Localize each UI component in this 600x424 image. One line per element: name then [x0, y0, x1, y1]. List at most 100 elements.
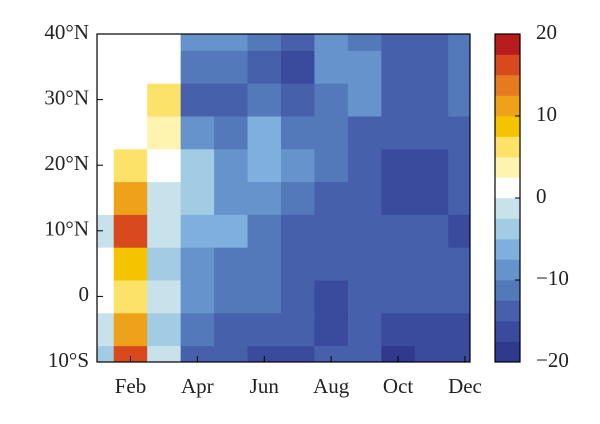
- contour-cell: [414, 280, 449, 314]
- contour-cell: [414, 34, 449, 51]
- contour-cell: [147, 214, 182, 248]
- contour-cell: [97, 312, 115, 347]
- contour-cell: [147, 116, 182, 150]
- contour-cell: [247, 181, 282, 215]
- contour-cell: [448, 280, 470, 314]
- contour-cell: [414, 312, 449, 347]
- x-tick-label: Dec: [448, 374, 482, 398]
- contour-cell: [314, 312, 349, 347]
- contour-field: [97, 34, 470, 362]
- colorbar-band: [495, 136, 520, 158]
- contour-cell: [381, 345, 416, 362]
- contour-cell: [247, 50, 282, 84]
- contour-cell: [147, 181, 182, 215]
- contour-cell: [147, 247, 182, 281]
- contour-cell: [448, 181, 470, 215]
- contour-cell: [414, 116, 449, 150]
- colorbar-band: [495, 218, 520, 240]
- contour-cell: [147, 148, 182, 183]
- contour-cell: [414, 50, 449, 84]
- contour-cell: [97, 34, 115, 51]
- contour-cell: [214, 247, 249, 281]
- y-tick-label: 10°S: [48, 348, 89, 372]
- contour-cell: [147, 34, 182, 51]
- contour-cell: [280, 116, 315, 150]
- contour-cell: [314, 247, 349, 281]
- contour-cell: [381, 312, 416, 347]
- x-tick-label: Apr: [181, 374, 214, 398]
- x-tick-label: Aug: [313, 374, 350, 398]
- contour-cell: [280, 345, 315, 362]
- contour-cell: [180, 214, 215, 248]
- y-tick-label: 0: [79, 282, 90, 306]
- contour-cell: [347, 34, 382, 51]
- contour-cell: [97, 280, 115, 314]
- colorbar-band: [495, 95, 520, 117]
- contour-cell: [448, 34, 470, 51]
- contour-cell: [214, 34, 249, 51]
- contour-cell: [214, 280, 249, 314]
- contour-cell: [280, 83, 315, 117]
- contour-cell: [180, 280, 215, 314]
- contour-cell: [180, 148, 215, 183]
- contour-cell: [414, 181, 449, 215]
- contour-cell: [280, 50, 315, 84]
- contour-cell: [414, 83, 449, 117]
- contour-cell: [147, 280, 182, 314]
- contour-cell: [314, 83, 349, 117]
- contour-cell: [147, 312, 182, 347]
- contour-cell: [347, 181, 382, 215]
- contour-cell: [347, 83, 382, 117]
- contour-cell: [347, 116, 382, 150]
- contour-cell: [180, 116, 215, 150]
- contour-cell: [113, 181, 148, 215]
- x-tick-label: Feb: [115, 374, 147, 398]
- contour-cell: [214, 214, 249, 248]
- contour-cell: [280, 312, 315, 347]
- contour-cell: [247, 83, 282, 117]
- contour-cell: [97, 345, 115, 362]
- contour-cell: [347, 280, 382, 314]
- contour-cell: [381, 83, 416, 117]
- plot-frame: [96, 33, 471, 363]
- colorbar-band: [495, 54, 520, 76]
- contour-cell: [113, 280, 148, 314]
- contour-cell: [180, 247, 215, 281]
- contour-cell: [147, 50, 182, 84]
- contour-cell: [180, 312, 215, 347]
- y-tick-label: 40°N: [44, 20, 89, 44]
- colorbar-tick-label: 20: [536, 20, 557, 44]
- contour-cell: [448, 312, 470, 347]
- contour-cell: [147, 345, 182, 362]
- contour-cell: [381, 247, 416, 281]
- contour-cell: [113, 34, 148, 51]
- colorbar-tick-label: 10: [536, 102, 557, 126]
- contour-cell: [97, 247, 115, 281]
- contour-cell: [280, 148, 315, 183]
- contour-cell: [214, 181, 249, 215]
- contour-cell: [113, 50, 148, 84]
- contour-cell: [280, 181, 315, 215]
- contour-cell: [448, 148, 470, 183]
- colorbar-band: [495, 321, 520, 342]
- contour-cell: [314, 345, 349, 362]
- contour-cell: [214, 116, 249, 150]
- contour-cell: [247, 148, 282, 183]
- colorbar-band: [495, 300, 520, 322]
- contour-cell: [347, 247, 382, 281]
- contour-cell: [381, 116, 416, 150]
- contour-cell: [214, 50, 249, 84]
- contour-cell: [97, 214, 115, 248]
- contour-cell: [347, 312, 382, 347]
- contour-cell: [247, 247, 282, 281]
- contour-cell: [113, 247, 148, 281]
- contour-cell: [113, 214, 148, 248]
- y-tick-label: 20°N: [44, 151, 89, 175]
- colorbar-band: [495, 280, 520, 301]
- x-tick-label: Oct: [383, 374, 413, 398]
- contour-cell: [347, 214, 382, 248]
- contour-cell: [381, 148, 416, 183]
- contour-cell: [247, 312, 282, 347]
- contour-cell: [347, 345, 382, 362]
- colorbar-band: [495, 116, 520, 137]
